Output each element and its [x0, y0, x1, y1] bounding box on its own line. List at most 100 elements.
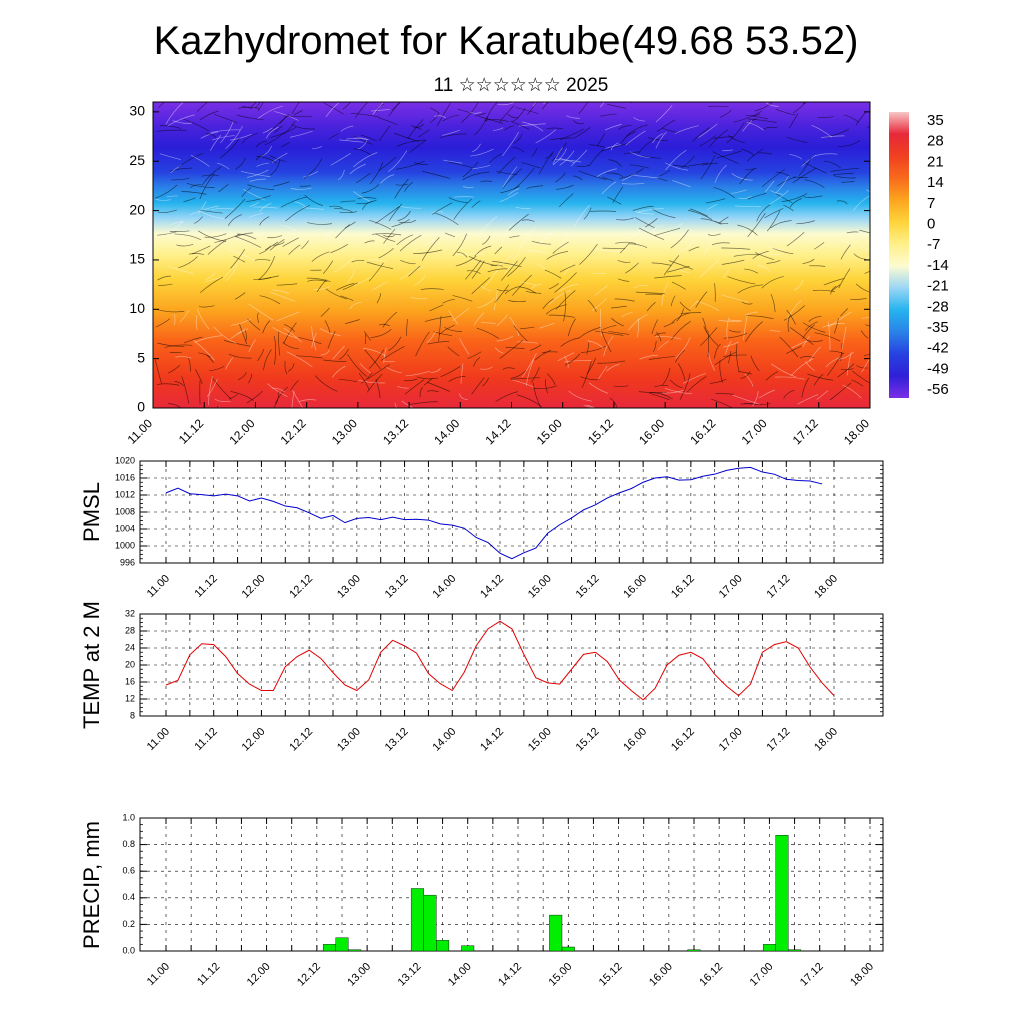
wind-vector: [525, 290, 542, 294]
wind-vector: [201, 174, 220, 177]
wind-vector: [354, 102, 368, 119]
wind-vector: [601, 142, 630, 152]
wind-vector: [339, 210, 358, 214]
y-tick-label: 1.0: [122, 812, 135, 822]
wind-vector: [544, 151, 554, 159]
wind-vector: [254, 259, 271, 261]
wind-vector: [806, 339, 823, 342]
wind-vector: [270, 126, 297, 138]
wind-vector: [169, 230, 190, 232]
x-tick-label: 16.12: [669, 726, 697, 754]
wind-vector: [655, 335, 682, 340]
y-tick-label: 12: [125, 693, 135, 703]
wind-vector: [520, 286, 537, 294]
wind-vector: [713, 187, 735, 198]
wind-vector: [801, 154, 816, 167]
precip-bar: [549, 914, 563, 952]
colorbar-label: 7: [927, 195, 935, 212]
x-tick-label: 15.00: [526, 573, 554, 601]
wind-vector: [671, 312, 690, 323]
x-tick-label: 14.12: [478, 726, 506, 754]
wind-vector: [157, 209, 177, 214]
wind-vector: [375, 378, 381, 399]
wind-vector: [230, 328, 246, 339]
wind-vector: [722, 341, 739, 348]
wind-vector: [158, 283, 173, 286]
wind-vector: [216, 405, 220, 408]
wind-vector: [357, 140, 368, 150]
wind-vector: [494, 347, 504, 354]
wind-vector: [494, 246, 503, 255]
wind-vector: [493, 288, 498, 311]
wind-vector: [364, 331, 372, 341]
wind-vector: [590, 210, 617, 212]
wind-vector: [426, 381, 451, 392]
wind-vector: [715, 393, 734, 395]
wind-vector: [633, 284, 649, 289]
wind-vector: [674, 125, 699, 134]
wind-vector: [595, 330, 624, 336]
wind-vector: [758, 389, 775, 399]
wind-vector: [633, 175, 659, 179]
wind-vector: [698, 123, 718, 138]
wind-vector: [474, 113, 486, 117]
wind-vector: [258, 105, 283, 119]
wind-vector: [257, 312, 259, 323]
wind-vector: [764, 208, 784, 219]
wind-vector: [198, 352, 211, 358]
wind-vector: [243, 189, 266, 201]
wind-vector: [504, 262, 515, 274]
wind-vector: [349, 301, 362, 310]
wind-vector: [364, 349, 381, 370]
wind-vector: [218, 406, 220, 408]
wind-vector: [793, 279, 804, 291]
page-title: Kazhydromet for Karatube(49.68 53.52): [154, 19, 859, 63]
y-tick-label: 28: [125, 625, 135, 635]
x-tick-label: 11.00: [145, 961, 172, 988]
wind-vector: [432, 202, 453, 215]
wind-vector: [616, 217, 635, 221]
wind-vector: [415, 331, 430, 357]
wind-vector: [453, 198, 473, 220]
wind-vector: [862, 257, 870, 262]
wind-vector: [658, 340, 670, 350]
wind-vector: [613, 385, 629, 387]
wind-vector: [207, 378, 218, 397]
wind-vector: [637, 318, 640, 338]
wind-vector: [763, 126, 778, 130]
heatmap-y-tick-label: 20: [129, 201, 145, 217]
wind-vector: [611, 317, 625, 327]
wind-vector: [462, 161, 479, 178]
wind-vector: [194, 216, 203, 224]
wind-vector: [548, 283, 559, 290]
wind-vector: [358, 379, 386, 384]
wind-vector: [466, 270, 481, 275]
wind-vector: [399, 219, 417, 224]
wind-vector: [552, 148, 567, 166]
x-tick-label: 11.00: [145, 573, 172, 600]
wind-vector: [274, 125, 284, 134]
wind-vector: [471, 200, 481, 208]
wind-vector: [330, 244, 349, 254]
wind-vector: [596, 168, 617, 178]
precip-bar: [461, 945, 475, 952]
wind-vector: [661, 367, 671, 386]
wind-vector: [356, 199, 377, 205]
wind-vector: [400, 259, 416, 265]
wind-vector: [272, 327, 298, 339]
wind-vector: [285, 204, 311, 222]
wind-vector: [387, 150, 408, 173]
wind-vector: [167, 403, 182, 408]
wind-vector: [648, 137, 668, 141]
y-tick-label: 16: [125, 676, 135, 686]
wind-vector: [356, 102, 358, 103]
wind-vector: [248, 303, 274, 321]
wind-vector: [644, 218, 658, 228]
wind-vector: [378, 125, 391, 142]
wind-vector: [330, 153, 351, 166]
wind-vector: [313, 286, 331, 290]
wind-vector: [709, 378, 727, 384]
wind-vector: [249, 178, 266, 182]
x-tick-label: 17.12: [764, 726, 792, 754]
wind-vector: [578, 102, 589, 115]
